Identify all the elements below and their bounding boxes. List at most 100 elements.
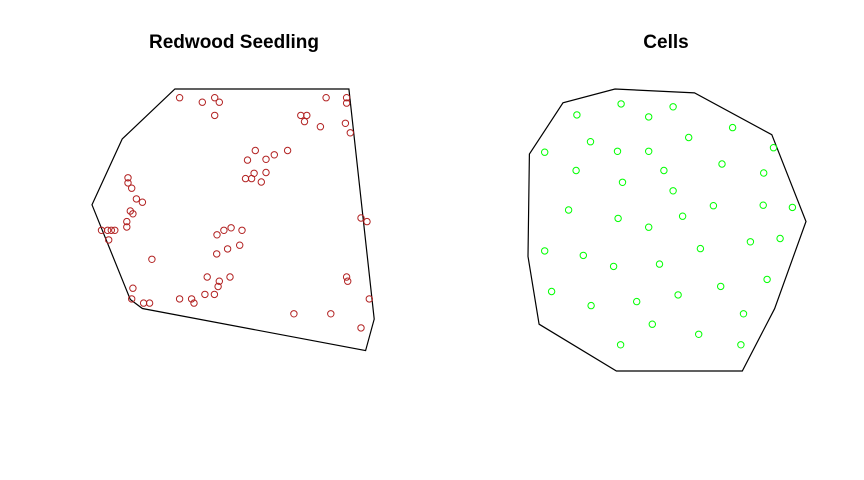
redwood-seedling-data-point bbox=[297, 111, 305, 120]
redwood-seedling-data-point bbox=[243, 156, 252, 164]
cells-data-point bbox=[573, 111, 581, 119]
redwood-seedling-data-point bbox=[139, 299, 148, 307]
cells-data-point bbox=[769, 144, 778, 152]
cells-data-point bbox=[737, 341, 745, 349]
cells-data-point bbox=[648, 320, 656, 328]
cells-data-point bbox=[541, 247, 549, 255]
cells-data-point bbox=[645, 147, 653, 156]
cells-data-point bbox=[678, 212, 687, 220]
cells-data-point bbox=[728, 123, 737, 132]
cells-data-point bbox=[633, 297, 641, 306]
redwood-seedling-data-point bbox=[357, 324, 365, 332]
cells-data-point bbox=[655, 260, 664, 268]
redwood-seedling-data-point bbox=[262, 168, 270, 177]
redwood-seedling-data-point bbox=[103, 226, 112, 235]
redwood-seedling-data-point bbox=[123, 223, 131, 231]
redwood-seedling-data-point bbox=[363, 217, 371, 226]
cells-data-point bbox=[669, 103, 677, 111]
redwood-seedling-data-point bbox=[215, 277, 224, 285]
cells-data-point bbox=[572, 166, 580, 175]
redwood-seedling-data-point bbox=[175, 94, 184, 102]
redwood-seedling-data-point bbox=[111, 226, 119, 235]
redwood-seedling-data-point bbox=[148, 255, 156, 263]
redwood-seedling-data-point bbox=[211, 94, 219, 102]
cells-data-point bbox=[695, 330, 703, 338]
redwood-seedling-data-point bbox=[128, 295, 136, 303]
redwood-seedling-data-point bbox=[262, 155, 270, 164]
redwood-seedling-data-point bbox=[215, 98, 224, 106]
redwood-seedling-data-point bbox=[346, 129, 354, 137]
panel-title-redwood-seedling: Redwood Seedling bbox=[149, 32, 319, 53]
redwood-seedling-data-point bbox=[190, 299, 198, 307]
cells-data-point bbox=[541, 148, 549, 156]
cells-data-point bbox=[660, 166, 668, 175]
cells-data-point bbox=[776, 234, 784, 243]
redwood-seedling-data-point bbox=[107, 226, 116, 235]
cells-data-point bbox=[685, 133, 693, 142]
redwood-seedling-data-point bbox=[270, 151, 278, 159]
redwood-seedling-boundary-polygon bbox=[91, 88, 375, 352]
redwood-seedling-data-point bbox=[257, 178, 265, 186]
redwood-seedling-data-point bbox=[201, 290, 209, 299]
cells-data-point bbox=[645, 223, 653, 231]
redwood-seedling-panel: Redwood Seedling bbox=[91, 32, 375, 352]
redwood-seedling-data-point bbox=[220, 226, 228, 235]
redwood-seedling-data-point bbox=[327, 310, 335, 318]
panel-title-cells: Cells bbox=[643, 32, 688, 53]
cells-data-point bbox=[717, 282, 725, 291]
cells-data-point bbox=[760, 169, 768, 177]
cells-data-point bbox=[718, 160, 726, 168]
cells-data-point bbox=[674, 291, 682, 299]
cells-data-point bbox=[739, 310, 748, 318]
redwood-seedling-data-point bbox=[223, 245, 232, 253]
cells-data-point bbox=[763, 275, 771, 284]
cells-data-point bbox=[617, 100, 625, 108]
cells-data-point bbox=[613, 147, 622, 156]
redwood-seedling-data-point bbox=[124, 179, 132, 187]
redwood-seedling-data-point bbox=[342, 273, 351, 281]
redwood-seedling-data-point bbox=[344, 277, 352, 285]
cells-data-point bbox=[586, 138, 595, 146]
redwood-seedling-data-point bbox=[365, 295, 373, 303]
cells-data-point bbox=[759, 201, 767, 209]
redwood-seedling-data-point bbox=[145, 299, 154, 307]
redwood-seedling-data-point bbox=[357, 214, 365, 222]
redwood-seedling-data-point bbox=[251, 146, 260, 155]
cells-data-point bbox=[579, 251, 587, 260]
redwood-seedling-data-point bbox=[247, 174, 256, 183]
redwood-seedling-data-point bbox=[105, 236, 113, 244]
redwood-seedling-data-point bbox=[303, 111, 311, 120]
redwood-seedling-data-point bbox=[290, 310, 298, 318]
cells-data-point bbox=[618, 178, 627, 187]
redwood-seedling-data-point bbox=[241, 174, 250, 183]
redwood-seedling-data-point bbox=[342, 94, 351, 102]
cells-data-point bbox=[609, 262, 618, 271]
cells-data-point bbox=[645, 113, 653, 121]
cells-boundary-polygon bbox=[527, 88, 807, 372]
cells-panel: Cells bbox=[527, 32, 807, 372]
redwood-seedling-data-point bbox=[226, 273, 234, 281]
redwood-seedling-data-point bbox=[132, 195, 141, 203]
redwood-seedling-data-point bbox=[283, 146, 292, 155]
redwood-seedling-data-point bbox=[300, 117, 309, 126]
redwood-seedling-data-point bbox=[175, 295, 184, 303]
cells-data-point bbox=[564, 206, 573, 214]
redwood-seedling-data-point bbox=[128, 184, 136, 192]
redwood-seedling-data-point bbox=[341, 119, 350, 128]
cells-data-point bbox=[669, 187, 677, 195]
redwood-seedling-data-point bbox=[138, 198, 147, 206]
redwood-seedling-data-point bbox=[124, 174, 132, 182]
redwood-seedling-data-point bbox=[123, 217, 131, 226]
cells-plot bbox=[527, 88, 807, 372]
redwood-seedling-data-point bbox=[213, 250, 221, 258]
cells-data-point bbox=[547, 287, 556, 296]
redwood-seedling-data-point bbox=[227, 224, 235, 232]
cells-data-point bbox=[746, 238, 755, 246]
redwood-seedling-data-point bbox=[198, 98, 207, 106]
cells-data-point bbox=[696, 244, 705, 253]
cells-data-point bbox=[587, 301, 595, 310]
redwood-seedling-data-point bbox=[187, 295, 196, 303]
cells-data-point bbox=[614, 214, 622, 223]
cells-data-point bbox=[616, 341, 625, 349]
